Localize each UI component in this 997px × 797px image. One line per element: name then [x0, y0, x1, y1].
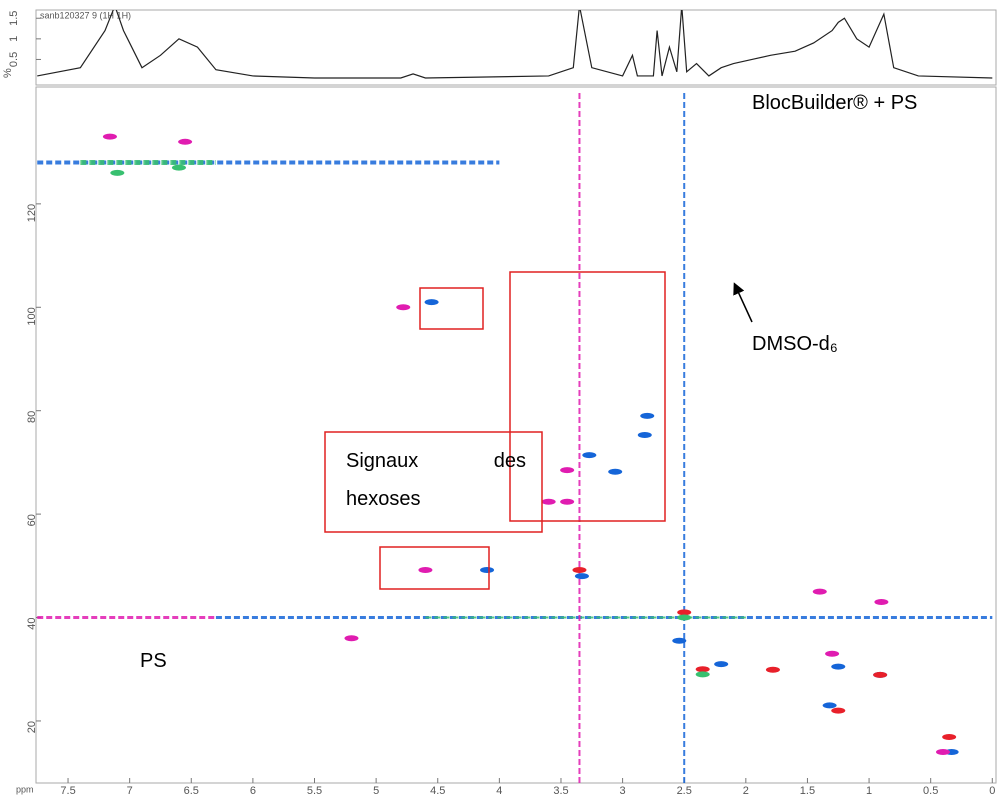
plot-area: [37, 90, 993, 783]
cross-peak: [418, 566, 433, 573]
annotation: DMSO-d₆: [752, 333, 838, 355]
cross-peak: [574, 573, 589, 580]
cross-peak: [541, 498, 556, 505]
cross-peak: [714, 661, 729, 668]
x-tick-label: 5: [373, 785, 379, 797]
cross-peak: [942, 733, 957, 740]
y-tick-label: 120: [26, 204, 38, 222]
cross-peak: [102, 133, 117, 140]
y-tick-label: 20: [26, 721, 38, 733]
cross-peak: [608, 468, 623, 475]
cross-peak: [765, 666, 780, 673]
cross-peak: [677, 609, 692, 616]
x-tick-label: 6.5: [184, 785, 199, 797]
x-axis-label: ppm: [16, 784, 34, 794]
cross-peak: [677, 614, 692, 621]
annotation: BlocBuilder® + PS: [752, 92, 918, 114]
cross-peak: [480, 566, 495, 573]
x-tick-label: 1: [866, 785, 872, 797]
annotation: PS: [140, 650, 167, 672]
cross-peak: [560, 467, 575, 474]
y-tick-label: 60: [26, 514, 38, 526]
cross-peak: [672, 637, 687, 644]
cross-peak: [560, 498, 575, 505]
y-tick-label: 100: [26, 307, 38, 325]
x-tick-label: 5.5: [307, 785, 322, 797]
y-tick-label: 80: [26, 411, 38, 423]
cross-peak: [178, 138, 193, 145]
x-tick-label: 0.5: [923, 785, 938, 797]
cross-peak: [874, 599, 889, 606]
x-tick-label: 3: [620, 785, 626, 797]
cross-peak: [424, 299, 439, 306]
y-tick-label: 40: [26, 618, 38, 630]
cross-peak: [637, 432, 652, 438]
y-tick-label: 0.5: [8, 52, 20, 67]
highlight-box: [419, 287, 484, 330]
cross-peak: [831, 663, 846, 670]
cross-peak: [695, 666, 710, 673]
x-tick-label: 7: [127, 785, 133, 797]
highlight-box: [509, 271, 666, 522]
spectrum-title: sanb120327 9 (1H 1H): [40, 10, 131, 20]
y-axis-label: %: [2, 68, 14, 78]
plot-area: [37, 10, 993, 79]
cross-peak: [171, 164, 186, 171]
cross-peak: [572, 566, 587, 573]
highlight-box: [379, 546, 490, 590]
annotation-box: [324, 431, 543, 533]
x-tick-label: 2.5: [677, 785, 692, 797]
cross-peak: [582, 452, 597, 459]
x-tick-label: 7.5: [60, 785, 75, 797]
main-frame: [35, 86, 997, 784]
x-tick-label: 0: [989, 785, 995, 797]
cross-peak: [825, 650, 840, 657]
x-tick-label: 6: [250, 785, 256, 797]
y-tick-label: 1.5: [8, 11, 20, 26]
cross-peak: [822, 702, 837, 709]
cross-peak: [640, 412, 655, 419]
y-tick-label: 1: [8, 36, 20, 42]
cross-peak: [812, 588, 827, 595]
top-frame: [35, 9, 997, 86]
cross-peak: [831, 707, 846, 714]
cross-peak: [936, 748, 951, 755]
cross-peak: [873, 671, 888, 678]
x-tick-label: 1.5: [800, 785, 815, 797]
cross-peak: [110, 169, 125, 176]
x-tick-label: 4.5: [430, 785, 445, 797]
spectrum-line: [37, 10, 993, 79]
cross-peak: [695, 671, 710, 678]
cross-peak: [396, 304, 411, 311]
x-tick-label: 2: [743, 785, 749, 797]
x-tick-label: 4: [496, 785, 502, 797]
arrow: [733, 282, 753, 323]
x-tick-label: 3.5: [553, 785, 568, 797]
annotation: Signaux des hexoses: [346, 450, 526, 510]
cross-peak: [344, 635, 359, 642]
